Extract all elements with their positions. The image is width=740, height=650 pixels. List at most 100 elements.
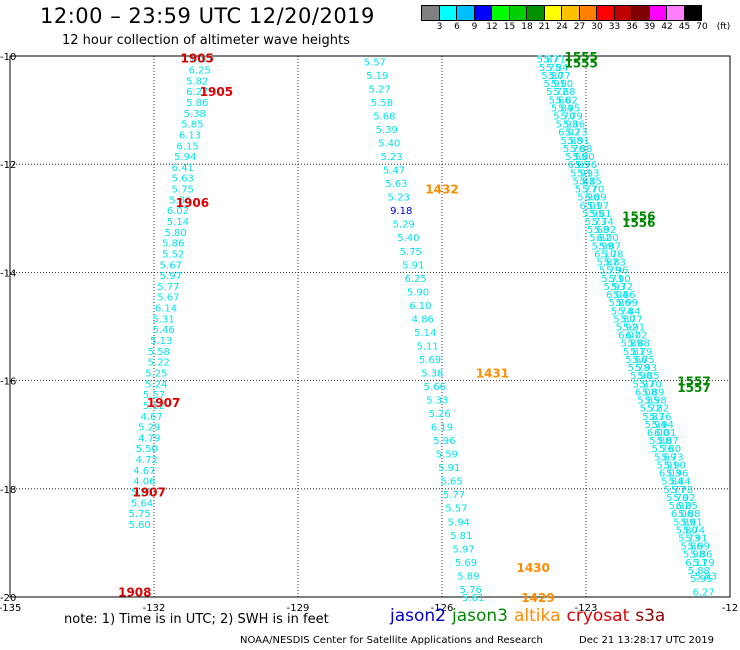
- pass-time-label: 1556: [622, 210, 655, 224]
- swh-value-label: 5.89: [673, 517, 695, 528]
- swh-value-label: 5.77: [443, 490, 465, 501]
- swh-value-label: 5.70: [666, 493, 688, 504]
- swh-value-label: 5.75: [400, 247, 422, 258]
- swh-value-label: 6.02: [558, 128, 580, 139]
- pass-time-label: 1556: [622, 216, 655, 230]
- swh-value-label: 6.05: [568, 160, 590, 171]
- swh-value-label: 5.63: [385, 179, 407, 190]
- swh-value-label: 5.60: [128, 520, 150, 531]
- swh-value-label: 5.66: [548, 95, 570, 106]
- pass-time-label: 1907: [147, 396, 180, 410]
- pass-time-label: 1557: [677, 375, 710, 389]
- swh-value-label: 5.66: [424, 382, 446, 393]
- colorbar-label: 9: [471, 22, 478, 32]
- swh-value-label: 5.71: [544, 55, 566, 66]
- swh-value-label: 5.68: [553, 87, 575, 98]
- swh-value-label: 5.23: [388, 193, 410, 204]
- swh-value-label: 6.00: [596, 233, 618, 244]
- swh-value-label: 4.86: [412, 314, 434, 325]
- swh-value-label: 5.94: [174, 152, 196, 163]
- pass-time-label: 1430: [516, 561, 549, 575]
- pass-time-label: 1908: [118, 586, 151, 600]
- swh-value-label: 5.94: [448, 517, 470, 528]
- swh-value-label: 6.27: [692, 588, 714, 599]
- legend-item-jason3: jason3: [452, 606, 508, 626]
- swh-value-label: 6.08: [635, 387, 657, 398]
- swh-value-label: 6.11: [685, 558, 707, 569]
- swh-value-label: 5.58: [371, 98, 393, 109]
- colorbar-labels: 3 6 9 12 15 18 21 24 27 30 33 36 39 42 45 70 (ft): [422, 22, 740, 34]
- swh-value-label: 5.74: [611, 306, 633, 317]
- swh-value-label: 5.12: [143, 401, 165, 412]
- swh-value-label: 5.38: [184, 109, 206, 120]
- swh-value-label: 5.57: [364, 57, 386, 68]
- swh-value-label: 5.65: [440, 477, 462, 488]
- swh-value-label: 5.31: [152, 314, 174, 325]
- swh-value-label: 5.24: [145, 379, 167, 390]
- swh-value-label: 5.89: [457, 571, 479, 582]
- swh-value-label: 5.82: [589, 233, 611, 244]
- swh-value-label: 5.78: [628, 363, 650, 374]
- swh-value-label: 5.29: [138, 423, 160, 434]
- swh-value-label: 5.72: [546, 87, 568, 98]
- swh-value-label: 5.98: [683, 550, 705, 561]
- swh-value-label: 5.88: [678, 509, 700, 520]
- swh-value-label: 5.77: [157, 282, 179, 293]
- swh-value-label: 5.57: [445, 504, 467, 515]
- swh-value-label: 5.40: [397, 233, 419, 244]
- colorbar-label: 27: [573, 22, 586, 32]
- swh-value-label: 5.91: [544, 79, 566, 90]
- satellite-legend: jason2 jason3 altika cryosat s3a: [390, 606, 671, 626]
- swh-value-label: 6.06: [671, 509, 693, 520]
- pass-time-label: 1906: [176, 196, 209, 210]
- swh-value-label: 5.91: [656, 460, 678, 471]
- swh-value-label: 6.07: [618, 331, 640, 342]
- legend-item-cryosat: cryosat: [566, 606, 630, 626]
- swh-value-label: 5.87: [656, 436, 678, 447]
- swh-value-label: 5.77: [548, 71, 570, 82]
- swh-value-label: 5.88: [688, 566, 710, 577]
- colorbar-label: 15: [503, 22, 516, 32]
- swh-value-label: 5.81: [450, 531, 472, 542]
- footer-note: note: 1) Time is in UTC; 2) SWH is in fe…: [64, 612, 329, 627]
- swh-value-label: 6.57: [191, 55, 213, 66]
- swh-value-label: 6.10: [594, 249, 616, 260]
- colorbar-label: 3: [436, 22, 443, 32]
- swh-value-label: 5.81: [589, 209, 611, 220]
- swh-value-label: 5.21: [131, 488, 153, 499]
- swh-value-label: 5.80: [676, 525, 698, 536]
- swh-value-label: 4.79: [138, 433, 160, 444]
- swh-value-label: 6.19: [431, 423, 453, 434]
- swh-value-label: 5.98: [644, 396, 666, 407]
- swh-value-label: 5.84: [551, 103, 573, 114]
- swh-value-label: 5.88: [628, 339, 650, 350]
- y-tick-label: -20: [0, 593, 16, 604]
- swh-value-label: 4.67: [133, 466, 155, 477]
- swh-value-label: 5.84: [661, 477, 683, 488]
- swh-value-label: 5.85: [580, 176, 602, 187]
- swh-value-label: 5.90: [577, 193, 599, 204]
- swh-value-label: 5.72: [640, 404, 662, 415]
- swh-value-label: 5.78: [601, 249, 623, 260]
- swh-value-label: 5.79: [599, 266, 621, 277]
- colorbar-label: 6: [454, 22, 460, 32]
- swh-value-label: 6.00: [647, 428, 669, 439]
- pass-time-label: 1555: [564, 50, 597, 64]
- swh-value-label: 5.81: [623, 347, 645, 358]
- swh-value-label: 5.74: [683, 525, 705, 536]
- swh-value-label: 5.84: [668, 477, 690, 488]
- swh-value-label: 6.27: [186, 87, 208, 98]
- swh-value-label: 6.01: [580, 201, 602, 212]
- swh-value-label: 5.78: [671, 485, 693, 496]
- swh-value-label: 5.95: [582, 209, 604, 220]
- swh-value-label: 5.86: [186, 98, 208, 109]
- y-tick-label: -10: [0, 52, 16, 63]
- swh-value-label: 5.66: [625, 355, 647, 366]
- swh-value-label: 5.92: [673, 493, 695, 504]
- swh-value-label: 6.41: [172, 163, 194, 174]
- swh-value-label: 5.90: [664, 460, 686, 471]
- swh-value-label: 5.76: [652, 444, 674, 455]
- swh-value-label: 6.13: [179, 130, 201, 141]
- colorbar: [421, 5, 702, 21]
